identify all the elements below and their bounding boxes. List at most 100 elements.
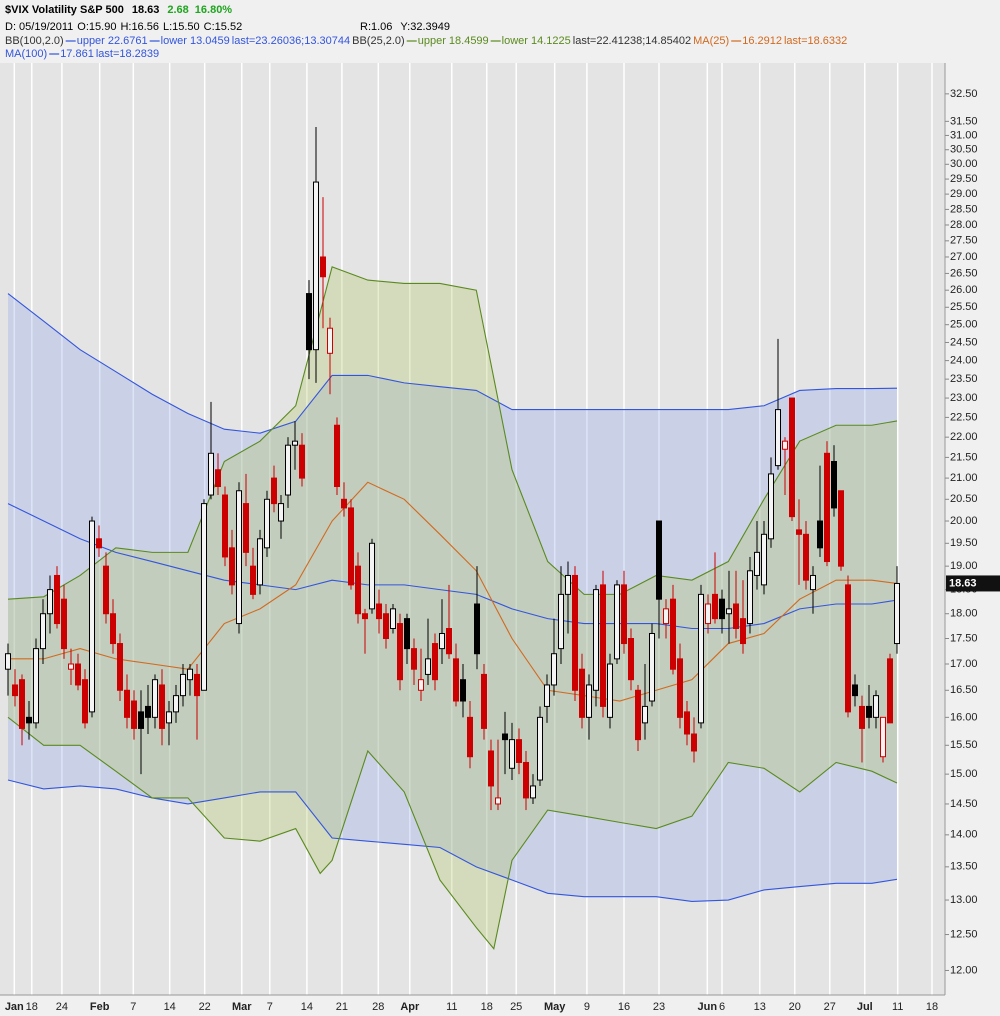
legend-entry: last=18.2839: [96, 48, 159, 60]
candle-body: [432, 643, 439, 681]
last-price-box: [946, 575, 1000, 592]
candle-body: [474, 603, 481, 655]
y-tick-label: 15.50: [950, 739, 978, 751]
x-tick-label: 14: [301, 1001, 313, 1013]
legend-entry: BB(100,2.0): [5, 35, 64, 47]
band-fill: [8, 266, 898, 949]
candle-body: [299, 444, 306, 479]
candle-body: [754, 551, 761, 576]
legend-entry: lower 13.0459: [161, 35, 230, 47]
legend-entry: last=18.6332: [784, 35, 847, 47]
y-tick-label: 25.50: [950, 301, 978, 313]
candle-body: [803, 533, 810, 581]
x-tick-label: Apr: [400, 1001, 420, 1013]
band-fill: [8, 293, 898, 902]
candle-body: [362, 613, 369, 620]
y-tick-label: 25.00: [950, 319, 978, 331]
y-tick-label: 23.50: [950, 373, 978, 385]
y-tick-label: 24.00: [950, 355, 978, 367]
band-line: [7, 503, 898, 630]
candle-body: [110, 613, 117, 645]
candle-body: [68, 663, 75, 670]
candle-body: [733, 603, 740, 630]
candle-body: [551, 653, 558, 686]
y-tick-label: 24.50: [950, 336, 978, 348]
candle-body: [313, 181, 320, 351]
candle-body: [817, 520, 824, 549]
x-tick-label: 14: [164, 1001, 176, 1013]
candle-body: [873, 695, 880, 718]
y-tick-label: 21.00: [950, 472, 978, 484]
y-tick-label: 31.00: [950, 129, 978, 141]
candle-body: [880, 716, 887, 758]
x-tick-label: 28: [372, 1001, 384, 1013]
band-line: [8, 481, 898, 702]
x-tick-label: 23: [653, 1001, 665, 1013]
candle-body: [411, 648, 418, 670]
plot-area: [0, 63, 945, 995]
candle-body: [796, 529, 803, 535]
candle-body: [376, 603, 383, 620]
candle-body: [635, 689, 642, 741]
candle-body: [208, 452, 215, 496]
x-tick-label: 24: [56, 1001, 68, 1013]
candle-body: [614, 584, 621, 660]
candle-body: [54, 574, 61, 625]
last-value: 18.63: [132, 4, 160, 16]
candle-body: [824, 452, 831, 563]
legend-entry: 16.2912: [742, 35, 782, 47]
y-tick-label: 29.00: [950, 188, 978, 200]
y-tick-label: 28.50: [950, 203, 978, 215]
candle-body: [775, 409, 782, 467]
candle-body: [446, 628, 453, 655]
y-tick-label: 14.50: [950, 798, 978, 810]
y-tick-label: 31.50: [950, 115, 978, 127]
candle-body: [761, 533, 768, 586]
y-tick-label: 15.00: [950, 768, 978, 780]
candle-body: [677, 658, 684, 718]
x-tick-label: 11: [892, 1001, 903, 1013]
y-tick-label: 16.00: [950, 711, 978, 723]
legend-entry: last=23.26036;13.30744: [232, 35, 350, 47]
candle-body: [145, 705, 152, 718]
candle-body: [355, 565, 362, 615]
y-tick-label: 27.50: [950, 235, 978, 247]
legend-entry: BB(25,2.0): [352, 35, 405, 47]
candle-body: [593, 589, 600, 691]
y-tick-label: 12.00: [950, 964, 978, 976]
candle-body: [509, 739, 516, 769]
legend-entry: lower 14.1225: [502, 35, 571, 47]
candle-body: [327, 327, 334, 354]
y-tick-label: 22.50: [950, 411, 978, 423]
y-tick-label: 19.50: [950, 537, 978, 549]
x-tick-label: 13: [754, 1001, 766, 1013]
candle-body: [859, 705, 866, 729]
y-tick-label: 17.00: [950, 658, 978, 670]
x-tick-label: 7: [267, 1001, 273, 1013]
legend-entry: MA(100): [5, 48, 47, 60]
candle-body: [117, 643, 124, 691]
candle-body: [467, 716, 474, 758]
y-tick-label: 26.00: [950, 284, 978, 296]
candle-body: [103, 565, 110, 615]
x-tick-label: May: [544, 1001, 566, 1013]
info-item: R:1.06: [360, 21, 392, 33]
candle-body: [565, 574, 572, 595]
candle-body: [558, 593, 565, 650]
info-item: L:15.50: [163, 21, 200, 33]
candle-body: [397, 623, 404, 681]
info-item: D: 05/19/2011: [5, 21, 73, 33]
y-tick-label: 16.50: [950, 684, 978, 696]
candle-body: [19, 679, 26, 729]
x-tick-label: Jul: [857, 1001, 873, 1013]
candle-body: [726, 608, 733, 615]
x-tick-label: 18: [26, 1001, 38, 1013]
candle-body: [537, 716, 544, 781]
candle-body: [628, 638, 635, 681]
candle-body: [453, 658, 460, 702]
x-tick-label: 21: [336, 1001, 348, 1013]
legend-entry: upper 22.6761: [77, 35, 148, 47]
candle-body: [215, 469, 222, 488]
legend-entry: upper 18.4599: [418, 35, 489, 47]
candle-body: [838, 490, 845, 567]
